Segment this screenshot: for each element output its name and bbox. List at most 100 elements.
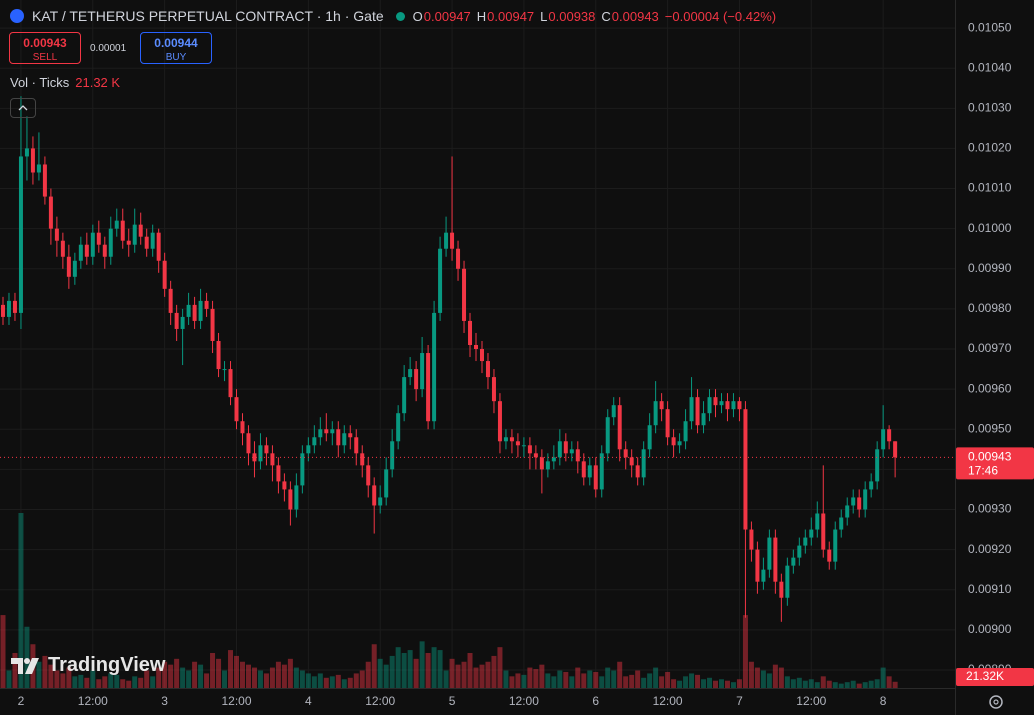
candle-body [378, 497, 383, 506]
candle-body [527, 445, 532, 454]
volume-bar [820, 676, 826, 688]
volume-bar [96, 679, 102, 688]
candles [0, 96, 898, 622]
candle-body [605, 417, 610, 454]
x-tick-label: 5 [449, 694, 456, 708]
volume-bar [401, 653, 407, 688]
ohlc-key: C [601, 8, 611, 24]
volume-bar [593, 671, 599, 688]
volume-bar [796, 677, 802, 688]
volume-bar [437, 650, 443, 688]
candle-body [851, 497, 856, 506]
candle-body [450, 232, 455, 249]
candle-body [893, 441, 898, 458]
candle-body [581, 461, 586, 478]
volume-bar [144, 670, 150, 688]
volume-bar [317, 673, 323, 688]
volume-bar [275, 661, 281, 688]
volume-bar [629, 674, 635, 688]
candle-body [731, 401, 736, 410]
y-tick-label: 0.01010 [968, 181, 1012, 195]
volume-bar [605, 667, 611, 688]
y-tick-label: 0.00910 [968, 582, 1012, 596]
volume-bar [653, 667, 659, 688]
volume-bar [78, 674, 84, 688]
candle-body [845, 505, 850, 518]
volume-title: Vol · Ticks [10, 75, 70, 90]
candle-body [833, 529, 838, 562]
volume-bar [778, 667, 784, 688]
candle-body [30, 148, 35, 173]
volume-bar [251, 667, 257, 688]
volume-bar [683, 676, 689, 688]
candle-body [432, 312, 437, 422]
volume-bar [671, 679, 677, 688]
candle-body [270, 453, 275, 466]
symbol-title[interactable]: KAT / TETHERUS PERPETUAL CONTRACT · 1h ·… [32, 8, 384, 24]
volume-bar [724, 680, 730, 688]
volume-bar [395, 647, 401, 688]
settings-button[interactable] [989, 695, 1003, 709]
sell-label: SELL [32, 52, 58, 63]
volume-bar [407, 650, 413, 688]
volume-bar [299, 670, 305, 688]
candle-body [396, 413, 401, 442]
ohlc-key: L [540, 8, 548, 24]
candle-body [234, 397, 239, 422]
buy-price: 0.00944 [154, 36, 198, 50]
volume-bar [198, 664, 204, 688]
sell-button[interactable]: 0.00943 SELL [9, 32, 81, 64]
candle-body [875, 449, 880, 482]
candle-body [96, 232, 101, 245]
candle-body [120, 220, 125, 241]
volume-bar [323, 677, 329, 688]
candle-body [252, 453, 257, 462]
candle-body [60, 240, 65, 257]
ohlc-value: 0.00947 [487, 8, 535, 24]
volume-bar [766, 673, 772, 688]
volume-bar [772, 664, 778, 688]
volume-bar [347, 677, 353, 688]
volume-bar [689, 673, 695, 688]
volume-bar [132, 676, 138, 688]
candle-body [282, 481, 287, 490]
candle-body [114, 220, 119, 229]
volume-bar [862, 682, 868, 688]
candle-body [306, 445, 311, 454]
candle-body [186, 304, 191, 317]
candle-body [156, 232, 161, 261]
candle-body [755, 549, 760, 582]
y-tick-label: 0.00950 [968, 421, 1012, 435]
candle-body [174, 312, 179, 329]
candle-body [402, 377, 407, 414]
candle-body [366, 465, 371, 486]
collapse-button[interactable] [10, 98, 36, 118]
volume-bar [72, 676, 78, 688]
volume-bar [868, 680, 874, 688]
candle-body [300, 453, 305, 486]
volume-bar [6, 670, 12, 688]
candle-body [108, 228, 113, 257]
candle-body [204, 300, 209, 309]
buy-button[interactable]: 0.00944 BUY [140, 32, 212, 64]
volume-bar [802, 680, 808, 688]
y-tick-label: 0.00930 [968, 502, 1012, 516]
volume-bar [0, 615, 6, 688]
candle-body [821, 513, 826, 550]
volume-bar [54, 670, 60, 688]
x-tick-label: 8 [880, 694, 887, 708]
volume-bar [659, 676, 665, 688]
volume-bar [120, 679, 126, 688]
volume-bar [257, 670, 263, 688]
candle-body [863, 489, 868, 510]
logo[interactable]: TradingView [10, 654, 165, 677]
volume-bars [0, 513, 898, 688]
settings-icon [989, 695, 1003, 709]
candle-body [791, 557, 796, 566]
candle-body [719, 401, 724, 406]
candle-body [66, 256, 71, 277]
candle-body [456, 248, 461, 269]
candle-body [857, 497, 862, 510]
volume-bar [736, 679, 742, 688]
